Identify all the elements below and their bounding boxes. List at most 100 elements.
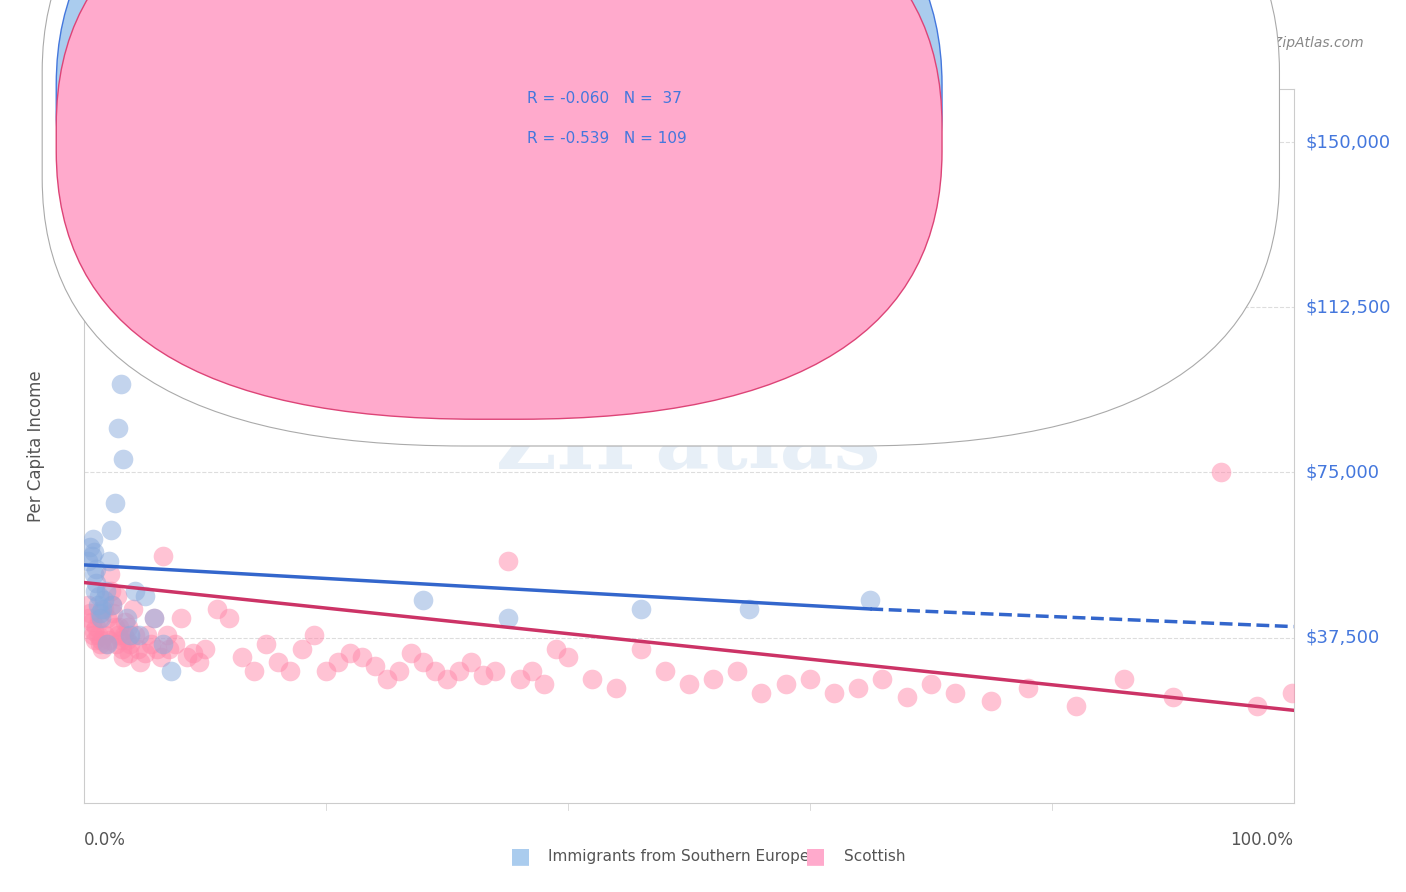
Text: $37,500: $37,500 [1306,629,1379,647]
Scottish [143,611,166,625]
Scottish [630,641,652,656]
Scottish [725,664,748,678]
Scottish [134,646,156,660]
Scottish [94,628,117,642]
Immigrants from Southern Europe [738,602,761,616]
Immigrants from Southern Europe [86,598,108,612]
Immigrants from Southern Europe [82,532,104,546]
Scottish [146,641,169,656]
Immigrants from Southern Europe [87,589,110,603]
Scottish [155,628,177,642]
Scottish [278,664,301,678]
Scottish [1209,466,1232,480]
Text: $150,000: $150,000 [1306,133,1391,151]
Scottish [436,673,458,687]
Scottish [207,602,229,616]
Scottish [149,650,172,665]
Immigrants from Southern Europe [120,628,142,642]
Scottish [105,589,128,603]
Immigrants from Southern Europe [77,553,100,567]
Scottish [77,611,100,625]
Immigrants from Southern Europe [112,452,135,467]
Text: 0.0%: 0.0% [84,831,127,849]
Scottish [83,624,105,638]
Scottish [533,677,555,691]
Text: $112,500: $112,500 [1306,298,1391,317]
Scottish [136,628,159,642]
Scottish [98,566,121,581]
Scottish [412,655,434,669]
Scottish [472,668,495,682]
Scottish [242,664,264,678]
Immigrants from Southern Europe [80,549,103,563]
Scottish [218,611,240,625]
Scottish [112,650,135,665]
Scottish [108,619,131,633]
Immigrants from Southern Europe [89,607,111,621]
Immigrants from Southern Europe [79,541,101,555]
Immigrants from Southern Europe [110,377,132,392]
Immigrants from Southern Europe [104,496,127,510]
Scottish [980,694,1002,708]
Scottish [176,650,198,665]
Text: IMMIGRANTS FROM SOUTHERN EUROPE VS SCOTTISH PER CAPITA INCOME CORRELATION CHART: IMMIGRANTS FROM SOUTHERN EUROPE VS SCOTT… [56,36,862,54]
Immigrants from Southern Europe [496,611,519,625]
Scottish [93,602,115,616]
Scottish [96,611,118,625]
Scottish [388,664,411,678]
Text: 100.0%: 100.0% [1230,831,1294,849]
Immigrants from Southern Europe [134,589,156,603]
Scottish [943,686,966,700]
Scottish [152,549,174,563]
Scottish [775,677,797,691]
Scottish [375,673,398,687]
Scottish [544,641,567,656]
Scottish [872,673,894,687]
Scottish [100,584,122,599]
Text: Scottish: Scottish [844,849,905,863]
Immigrants from Southern Europe [97,553,120,567]
Scottish [107,628,129,642]
Scottish [94,637,117,651]
Scottish [581,673,603,687]
Text: $75,000: $75,000 [1306,464,1379,482]
Scottish [509,673,531,687]
Text: Immigrants from Southern Europe: Immigrants from Southern Europe [548,849,810,863]
Scottish [1281,686,1303,700]
Scottish [127,641,149,656]
Immigrants from Southern Europe [859,593,882,607]
Scottish [139,637,162,651]
Scottish [115,632,138,647]
Scottish [112,628,135,642]
Scottish [267,655,290,669]
Immigrants from Southern Europe [100,523,122,537]
Scottish [496,553,519,567]
Immigrants from Southern Europe [128,628,150,642]
Scottish [302,628,325,642]
Scottish [90,632,112,647]
Scottish [103,607,125,621]
Immigrants from Southern Europe [160,664,183,678]
Scottish [654,664,676,678]
Scottish [254,637,277,651]
Immigrants from Southern Europe [94,584,117,599]
Scottish [1161,690,1184,704]
Scottish [339,646,361,660]
Scottish [896,690,918,704]
Scottish [520,664,543,678]
Immigrants from Southern Europe [143,611,166,625]
Scottish [1064,698,1087,713]
Scottish [111,641,134,656]
Scottish [97,632,120,647]
Text: Source: ZipAtlas.com: Source: ZipAtlas.com [1216,36,1364,50]
Scottish [605,681,627,696]
Scottish [231,650,253,665]
Scottish [920,677,942,691]
Scottish [124,628,146,642]
Scottish [120,637,142,651]
Scottish [165,637,187,651]
Immigrants from Southern Europe [91,602,114,616]
Scottish [121,602,143,616]
Scottish [702,673,724,687]
Immigrants from Southern Europe [83,545,105,559]
